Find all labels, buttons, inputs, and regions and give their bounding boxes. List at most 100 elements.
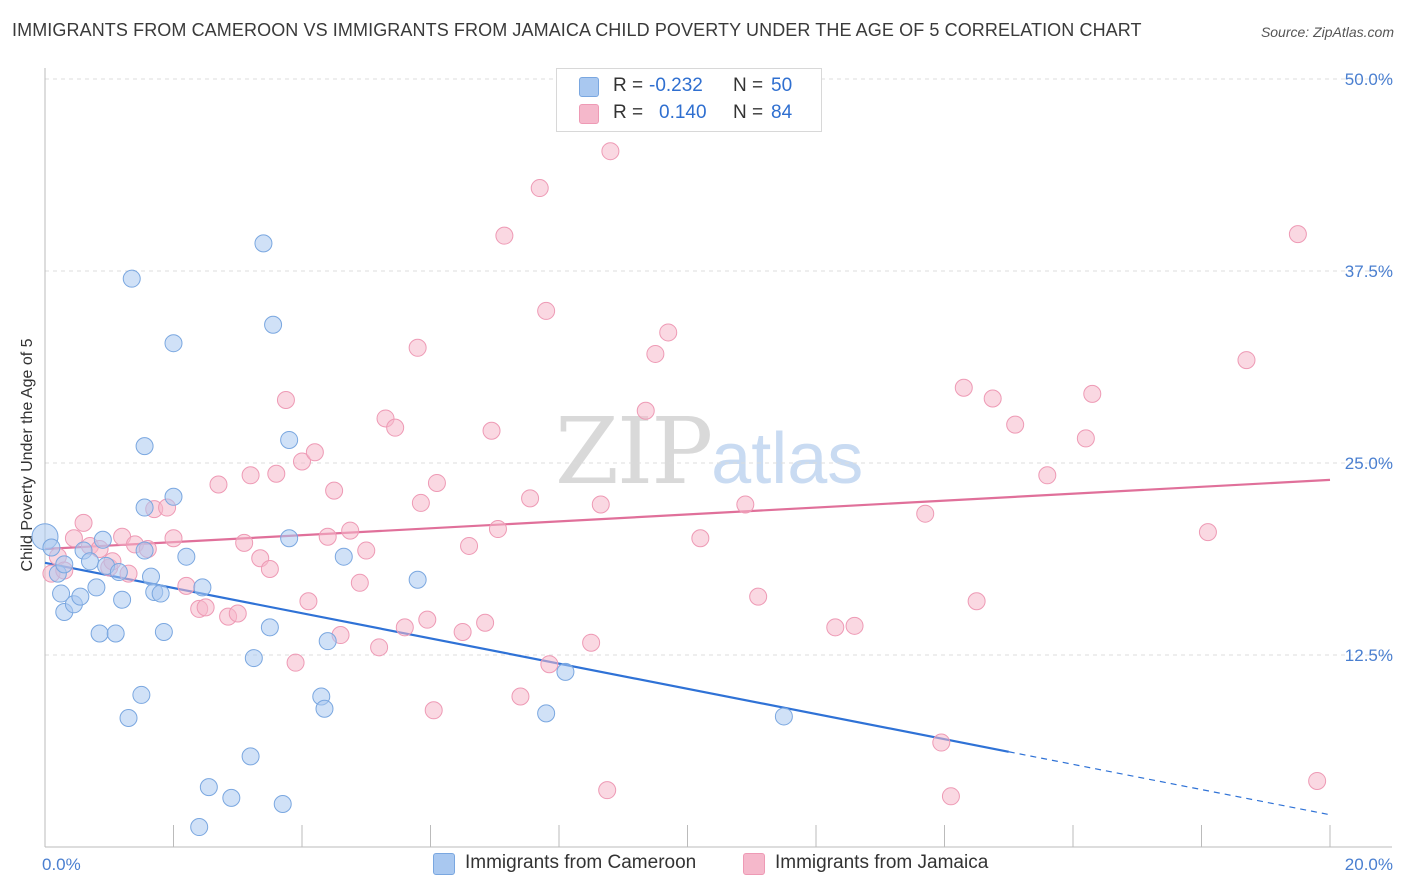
jamaica-point — [418, 610, 437, 629]
jamaica-trend-line — [44, 478, 1331, 551]
cameroon-point — [164, 334, 183, 353]
jamaica-point — [601, 142, 620, 161]
jamaica-point — [941, 787, 960, 806]
cameroon-point — [90, 624, 109, 643]
y-tick-label: 12.5% — [1345, 646, 1393, 665]
jamaica-point — [932, 733, 951, 752]
r-label: R = — [613, 75, 644, 96]
jamaica-point — [954, 378, 973, 397]
jamaica-point — [1198, 523, 1217, 542]
n-value: 50 — [771, 75, 793, 96]
jamaica-point — [1308, 771, 1327, 790]
x-tick-label: 0.0% — [42, 855, 81, 874]
cameroon-legend-swatch — [433, 853, 455, 875]
y-tick-label: 50.0% — [1345, 70, 1393, 89]
jamaica-point — [260, 559, 279, 578]
cameroon-trend-extension — [1008, 751, 1331, 816]
n-value: 84 — [771, 102, 793, 123]
cameroon-point — [241, 747, 260, 766]
n-label: N = — [733, 75, 764, 96]
jamaica-point — [691, 529, 710, 548]
cameroon-point — [334, 547, 353, 566]
jamaica-point — [591, 495, 610, 514]
y-tick-label: 37.5% — [1345, 262, 1393, 281]
jamaica-point — [1288, 225, 1307, 244]
jamaica-point — [286, 653, 305, 672]
cameroon-point — [52, 584, 71, 603]
jamaica-point — [370, 638, 389, 657]
cameroon-point — [154, 622, 173, 641]
jamaica-legend-swatch — [743, 853, 765, 875]
cameroon-point — [80, 552, 99, 571]
cameroon-point — [254, 234, 273, 253]
trend-lines — [44, 478, 1331, 816]
cameroon-point — [199, 778, 218, 797]
jamaica-point — [64, 529, 83, 548]
jamaica-point — [521, 489, 540, 508]
jamaica-point — [427, 473, 446, 492]
cameroon-point — [132, 685, 151, 704]
jamaica-point — [659, 323, 678, 342]
jamaica-point — [749, 587, 768, 606]
cameroon-point — [280, 430, 299, 449]
jamaica-point — [1076, 429, 1095, 448]
cameroon-point — [273, 794, 292, 813]
jamaica-point — [235, 533, 254, 552]
jamaica-point — [636, 401, 655, 420]
jamaica-point — [386, 418, 405, 437]
jamaica-point — [357, 541, 376, 560]
watermark-atlas: atlas — [711, 419, 864, 499]
jamaica-point — [1006, 415, 1025, 434]
jamaica-point — [530, 179, 549, 198]
cameroon-point — [408, 570, 427, 589]
jamaica-point — [476, 613, 495, 632]
jamaica-point — [826, 618, 845, 637]
jamaica-point — [1083, 384, 1102, 403]
cameroon-point — [93, 530, 112, 549]
jamaica-point — [646, 344, 665, 363]
jamaica-point — [511, 687, 530, 706]
cameroon-legend-label: Immigrants from Cameroon — [465, 852, 697, 873]
cameroon-point — [222, 788, 241, 807]
watermark-zip: ZIP — [555, 398, 713, 505]
cameroon-point — [774, 707, 793, 726]
jamaica-point — [228, 604, 247, 623]
cameroon-point — [55, 555, 74, 574]
jamaica-point — [983, 389, 1002, 408]
cameroon-point — [177, 547, 196, 566]
grid-lines — [45, 78, 1392, 656]
cameroon-point — [42, 538, 61, 557]
jamaica-point — [495, 226, 514, 245]
jamaica-point — [341, 521, 360, 540]
correlation-legend: R = -0.232 N = 50 R = 0.140 N = 84 — [556, 68, 822, 132]
cameroon-point — [135, 498, 154, 517]
jamaica-point — [408, 338, 427, 357]
cameroon-point — [164, 487, 183, 506]
jamaica-point — [411, 493, 430, 512]
jamaica-point — [582, 633, 601, 652]
jamaica-point — [267, 464, 286, 483]
jamaica-point — [305, 443, 324, 462]
cameroon-point — [135, 437, 154, 456]
cameroon-point — [260, 618, 279, 637]
cameroon-point — [193, 578, 212, 597]
axes — [44, 68, 1392, 848]
n-label: N = — [733, 102, 764, 123]
jamaica-point — [540, 655, 559, 674]
jamaica-point — [395, 618, 414, 637]
cameroon-point — [556, 662, 575, 681]
cameroon-point — [190, 818, 209, 837]
jamaica-point — [845, 616, 864, 635]
jamaica-point — [318, 527, 337, 546]
cameroon-point — [87, 578, 106, 597]
jamaica-point — [967, 592, 986, 611]
jamaica-point — [488, 520, 507, 539]
legend-row-jamaica: R = 0.140 N = 84 — [557, 101, 821, 127]
jamaica-point — [241, 466, 260, 485]
cameroon-point — [106, 624, 125, 643]
jamaica-point — [460, 536, 479, 555]
jamaica-point — [736, 495, 755, 514]
cameroon-point — [113, 590, 132, 609]
cameroon-point — [119, 708, 138, 727]
cameroon-point — [244, 649, 263, 668]
